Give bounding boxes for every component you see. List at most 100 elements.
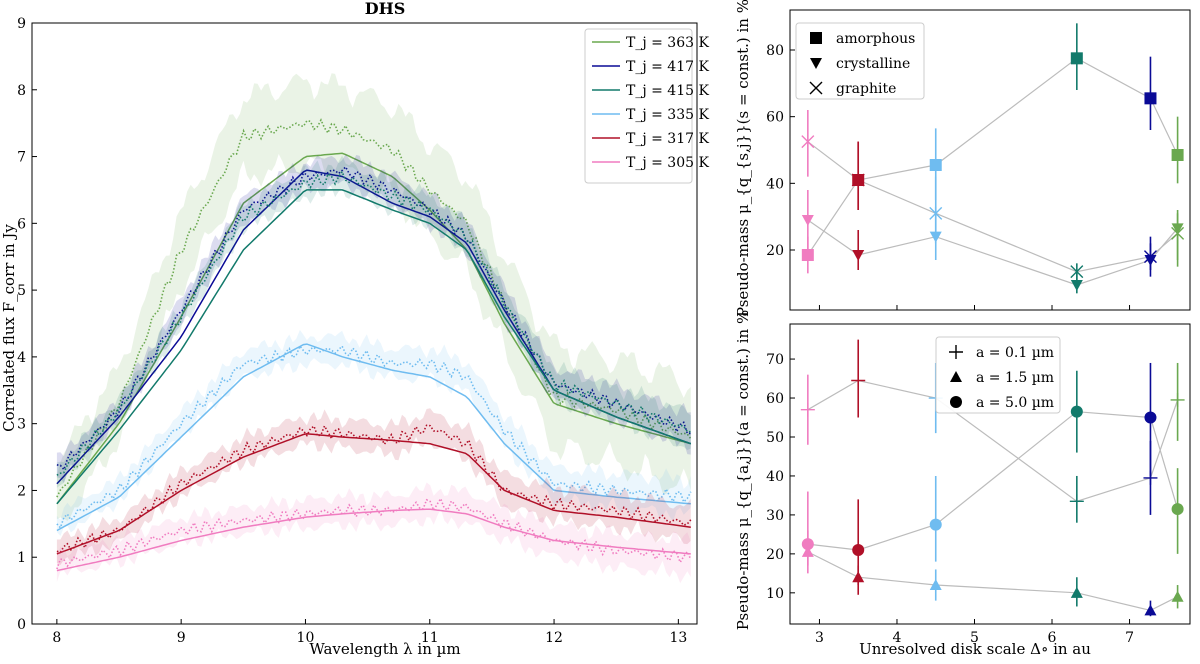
spectrum-band-3 bbox=[56, 329, 691, 536]
spectrum-model-2 bbox=[56, 189, 692, 505]
spectrum-ytick-label: 6 bbox=[17, 216, 26, 232]
crystallinity-marker-amorphous bbox=[1144, 92, 1157, 105]
crystallinity-marker-graphite bbox=[1143, 250, 1157, 264]
spectrum-ytick-label: 7 bbox=[17, 150, 26, 166]
grainsize-marker-a50 bbox=[852, 543, 865, 556]
crystallinity-legend-label: amorphous bbox=[836, 31, 915, 47]
spectrum-legend-label: T_j = 305 K bbox=[626, 155, 709, 171]
spectrum-ytick-label: 3 bbox=[17, 417, 26, 433]
spectrum-xtick-label: 11 bbox=[421, 630, 439, 646]
grainsize-connector-a15 bbox=[807, 551, 1178, 612]
spectrum-model-5 bbox=[56, 508, 691, 572]
crystallinity-marker-amorphous bbox=[929, 159, 942, 171]
grainsize-connector-a50 bbox=[807, 411, 1179, 551]
spectrum-xtick-label: 9 bbox=[177, 630, 186, 646]
grainsize-connector-a01 bbox=[807, 379, 1179, 502]
spectrum-ylabel: Correlated flux F_corr in Jy bbox=[0, 224, 18, 432]
crystallinity-marker-crystalline bbox=[852, 250, 865, 261]
grainsize-marker-a50 bbox=[801, 538, 814, 551]
spectrum-title: DHS bbox=[365, 0, 406, 18]
crystallinity-frame bbox=[789, 9, 1191, 311]
spectrum-band-5 bbox=[56, 482, 691, 584]
crystallinity-marker-graphite bbox=[1171, 226, 1185, 240]
crystallinity-legend-marker bbox=[810, 58, 822, 69]
spectrum-band-1 bbox=[56, 154, 691, 483]
spectrum-ytick-label: 0 bbox=[17, 617, 26, 633]
spectrum-observed-3 bbox=[56, 344, 692, 530]
grainsize-legend-box bbox=[935, 336, 1061, 414]
grainsize-xtick-label: 7 bbox=[1125, 630, 1134, 646]
grainsize-ytick-label: 60 bbox=[766, 391, 784, 407]
crystallinity-connector-crystalline bbox=[807, 219, 1179, 286]
crystallinity-marker-crystalline bbox=[1070, 280, 1083, 291]
spectrum-ytick-label: 4 bbox=[17, 350, 26, 366]
crystallinity-ylabel: Pseudo-mass μ_{q_{s,j}}(s = const.) in % bbox=[734, 0, 752, 317]
grainsize-marker-a01 bbox=[800, 402, 815, 417]
grainsize-marker-a15 bbox=[1070, 586, 1083, 598]
crystallinity-marker-graphite bbox=[929, 206, 943, 220]
crystallinity-legend-label: graphite bbox=[836, 81, 896, 97]
grainsize-legend-marker bbox=[950, 396, 962, 408]
crystallinity-ytick-label: 80 bbox=[766, 43, 784, 59]
spectrum-xtick-label: 10 bbox=[297, 630, 315, 646]
crystallinity-legend-marker bbox=[809, 81, 823, 95]
grainsize-ytick-label: 30 bbox=[766, 508, 784, 524]
spectrum-xlabel: Wavelength λ in µm bbox=[309, 640, 460, 658]
grainsize-marker-a15 bbox=[1171, 590, 1184, 602]
crystallinity-connector-graphite bbox=[807, 141, 1178, 273]
grainsize-xtick-label: 4 bbox=[893, 630, 902, 646]
grainsize-xtick-label: 3 bbox=[815, 630, 824, 646]
spectrum-legend-label: T_j = 363 K bbox=[626, 35, 709, 51]
grainsize-legend-label: a = 5.0 µm bbox=[976, 395, 1054, 411]
crystallinity-ytick-label: 20 bbox=[766, 243, 784, 259]
grainsize-marker-a50 bbox=[1171, 503, 1184, 516]
grainsize-legend: a = 0.1 µm a = 1.5 µm a = 5.0 µm bbox=[935, 336, 1061, 414]
grainsize-frame bbox=[789, 323, 1191, 625]
crystallinity-ytick-label: 40 bbox=[766, 176, 784, 192]
crystallinity-ytick-label: 60 bbox=[766, 110, 784, 126]
crystallinity-marker-graphite bbox=[1070, 265, 1084, 279]
crystallinity-marker-amorphous bbox=[1070, 52, 1083, 65]
grainsize-ylabel: Pseudo-mass μ_{q_{a,j}}(a = const.) in % bbox=[734, 310, 752, 630]
crystallinity-marker-graphite bbox=[851, 173, 865, 187]
grainsize-marker-a50 bbox=[1144, 411, 1157, 424]
spectrum-legend-box bbox=[584, 28, 693, 184]
grainsize-marker-a50 bbox=[1070, 405, 1083, 418]
spectrum-model-4 bbox=[56, 433, 691, 555]
spectrum-legend-label: T_j = 335 K bbox=[626, 107, 709, 123]
spectrum-xtick-label: 12 bbox=[545, 630, 563, 646]
grainsize-ytick-label: 40 bbox=[766, 469, 784, 485]
spectrum-model-0 bbox=[56, 152, 691, 505]
spectrum-legend-label: T_j = 417 K bbox=[626, 59, 709, 75]
crystallinity-connector-amorphous bbox=[807, 57, 1179, 256]
crystallinity-legend-label: crystalline bbox=[836, 56, 910, 72]
grainsize-marker-a15 bbox=[929, 579, 942, 591]
spectrum-xtick-label: 8 bbox=[52, 630, 61, 646]
spectrum-frame bbox=[31, 22, 698, 625]
grainsize-marker-a15 bbox=[1144, 604, 1157, 616]
spectrum-ytick-label: 1 bbox=[17, 550, 26, 566]
crystallinity-legend: amorphous crystalline graphite bbox=[795, 22, 925, 100]
grainsize-legend-marker bbox=[950, 371, 962, 382]
grainsize-xtick-label: 5 bbox=[970, 630, 979, 646]
grainsize-marker-a01 bbox=[1069, 494, 1084, 509]
spectrum-observed-5 bbox=[56, 496, 692, 570]
grainsize-ytick-label: 10 bbox=[766, 586, 784, 602]
spectrum-legend-label: T_j = 317 K bbox=[626, 131, 709, 147]
crystallinity-marker-amorphous bbox=[1171, 149, 1184, 161]
spectrum-ytick-label: 2 bbox=[17, 483, 26, 499]
spectrum-band-0 bbox=[56, 73, 691, 521]
grainsize-legend-label: a = 0.1 µm bbox=[976, 345, 1054, 361]
grainsize-xtick-label: 6 bbox=[1048, 630, 1057, 646]
crystallinity-panel: 20 40 60 80 amorphous crystalline graphite bbox=[766, 9, 1191, 311]
spectrum-ytick-label: 8 bbox=[17, 83, 26, 99]
grainsize-xlabel: Unresolved disk scale Δ∘ in au bbox=[859, 640, 1091, 658]
spectrum-ytick-label: 9 bbox=[17, 16, 26, 32]
spectrum-observed-2 bbox=[56, 170, 691, 476]
grainsize-marker-a01 bbox=[1170, 392, 1185, 407]
grainsize-legend-marker bbox=[949, 345, 963, 359]
